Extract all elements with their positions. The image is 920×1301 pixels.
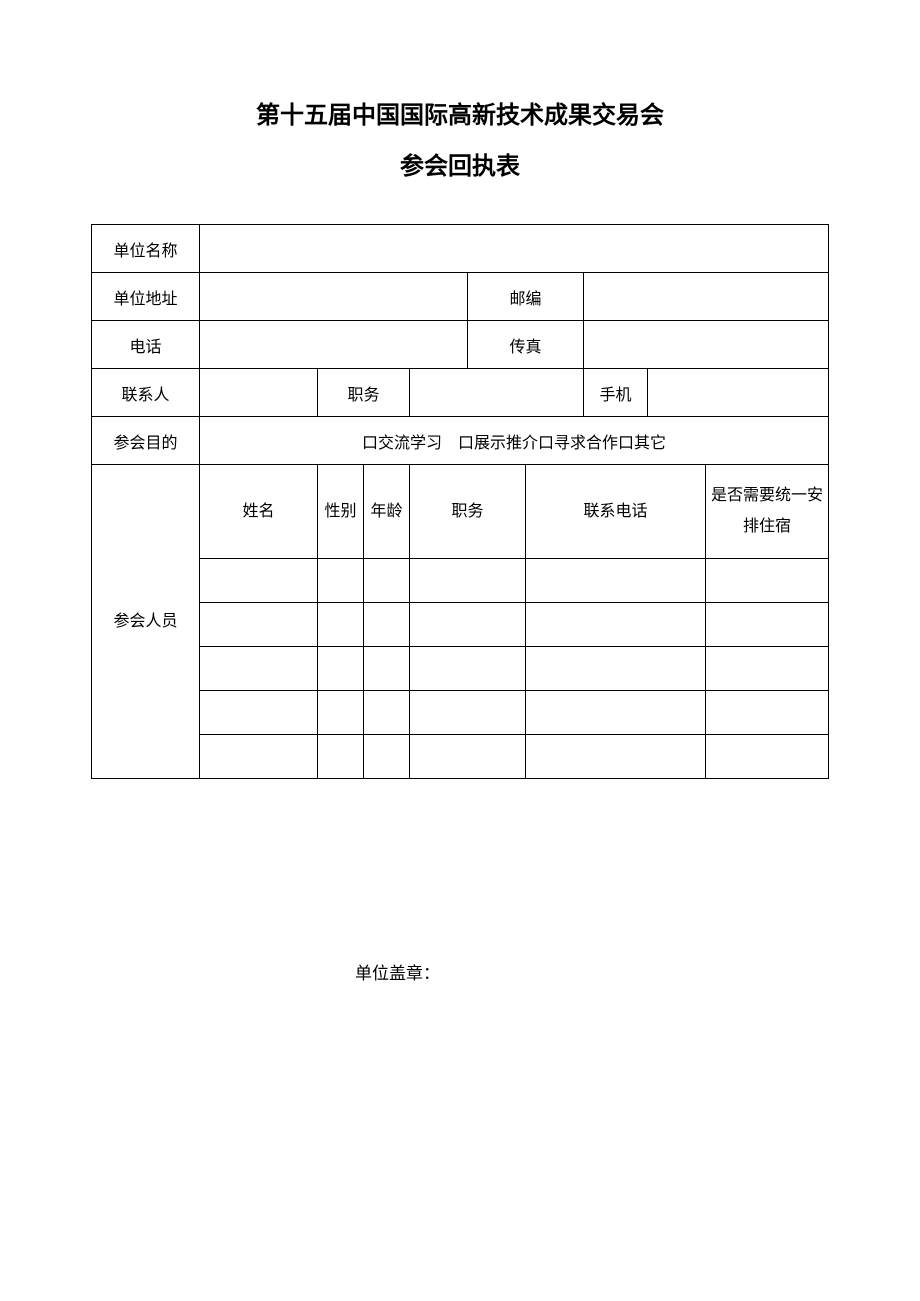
label-phone: 电话: [91, 321, 199, 369]
page-title-line2: 参会回执表: [0, 146, 920, 189]
attendee-gender[interactable]: [317, 559, 363, 603]
attendee-phone[interactable]: [525, 559, 705, 603]
row-phone: 电话 传真: [91, 321, 828, 369]
attendee-age[interactable]: [363, 735, 409, 779]
attendee-phone[interactable]: [525, 735, 705, 779]
value-purpose[interactable]: 口交流学习 口展示推介口寻求合作口其它: [199, 417, 828, 465]
row-org-address: 单位地址 邮编: [91, 273, 828, 321]
page-title-line1: 第十五届中国国际高新技术成果交易会: [0, 95, 920, 138]
attendee-row: [91, 603, 828, 647]
attendee-position[interactable]: [409, 559, 525, 603]
attendee-row: [91, 559, 828, 603]
attendee-name[interactable]: [199, 559, 317, 603]
attendee-accom[interactable]: [705, 691, 828, 735]
attendee-gender[interactable]: [317, 735, 363, 779]
attendee-gender[interactable]: [317, 603, 363, 647]
attendee-name[interactable]: [199, 735, 317, 779]
label-fax: 传真: [467, 321, 583, 369]
attendee-accom[interactable]: [705, 603, 828, 647]
attendee-gender[interactable]: [317, 647, 363, 691]
label-position: 职务: [317, 369, 409, 417]
value-phone[interactable]: [199, 321, 467, 369]
col-age: 年龄: [363, 465, 409, 559]
label-mobile: 手机: [583, 369, 647, 417]
label-org-name: 单位名称: [91, 225, 199, 273]
attendee-gender[interactable]: [317, 691, 363, 735]
col-name: 姓名: [199, 465, 317, 559]
attendee-name[interactable]: [199, 647, 317, 691]
row-contact: 联系人 职务 手机: [91, 369, 828, 417]
value-org-address[interactable]: [199, 273, 467, 321]
attendee-position[interactable]: [409, 691, 525, 735]
label-contact: 联系人: [91, 369, 199, 417]
value-mobile[interactable]: [647, 369, 828, 417]
col-accommodation: 是否需要统一安排住宿: [705, 465, 828, 559]
attendee-accom[interactable]: [705, 559, 828, 603]
label-attendees: 参会人员: [91, 465, 199, 779]
row-attendee-header: 参会人员 姓名 性别 年龄 职务 联系电话 是否需要统一安排住宿: [91, 465, 828, 559]
attendee-phone[interactable]: [525, 603, 705, 647]
label-postcode: 邮编: [467, 273, 583, 321]
title-block: 第十五届中国国际高新技术成果交易会 参会回执表: [0, 95, 920, 189]
attendee-age[interactable]: [363, 603, 409, 647]
value-org-name[interactable]: [199, 225, 828, 273]
attendee-accom[interactable]: [705, 647, 828, 691]
value-postcode[interactable]: [583, 273, 828, 321]
purpose-option-1: 口交流学习: [362, 435, 442, 452]
value-contact[interactable]: [199, 369, 317, 417]
attendee-name[interactable]: [199, 691, 317, 735]
attendee-name[interactable]: [199, 603, 317, 647]
label-org-address: 单位地址: [91, 273, 199, 321]
attendee-row: [91, 647, 828, 691]
attendee-age[interactable]: [363, 647, 409, 691]
attendee-row: [91, 691, 828, 735]
purpose-option-2: 口展示推介口寻求合作口其它: [458, 435, 666, 452]
attendee-position[interactable]: [409, 735, 525, 779]
attendee-row: [91, 735, 828, 779]
label-purpose: 参会目的: [91, 417, 199, 465]
col-position: 职务: [409, 465, 525, 559]
attendee-phone[interactable]: [525, 647, 705, 691]
row-org-name: 单位名称: [91, 225, 828, 273]
registration-form-table: 单位名称 单位地址 邮编 电话 传真 联系人 职务 手机 参会目的 口交流学习 …: [91, 224, 829, 779]
col-gender: 性别: [317, 465, 363, 559]
attendee-accom[interactable]: [705, 735, 828, 779]
stamp-label: 单位盖章：: [355, 959, 920, 984]
attendee-age[interactable]: [363, 559, 409, 603]
col-contact-phone: 联系电话: [525, 465, 705, 559]
value-fax[interactable]: [583, 321, 828, 369]
attendee-age[interactable]: [363, 691, 409, 735]
attendee-position[interactable]: [409, 647, 525, 691]
attendee-position[interactable]: [409, 603, 525, 647]
row-purpose: 参会目的 口交流学习 口展示推介口寻求合作口其它: [91, 417, 828, 465]
value-position[interactable]: [409, 369, 583, 417]
attendee-phone[interactable]: [525, 691, 705, 735]
